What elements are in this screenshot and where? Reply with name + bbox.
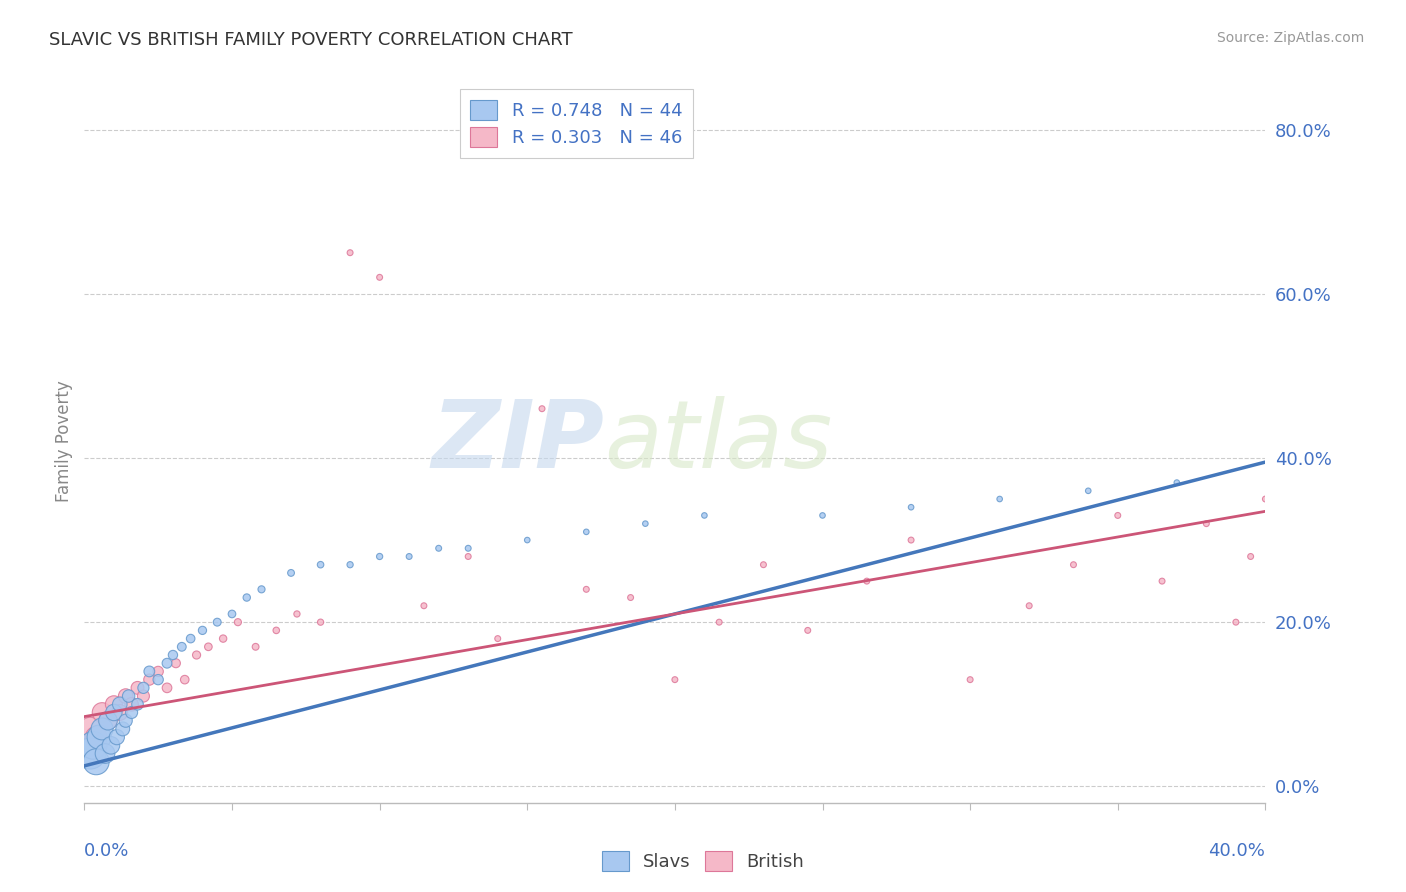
Point <box>1063 558 1085 572</box>
Point <box>1077 483 1099 498</box>
Point <box>900 533 922 547</box>
Point <box>531 401 554 416</box>
Y-axis label: Family Poverty: Family Poverty <box>55 381 73 502</box>
Point <box>339 558 361 572</box>
Point <box>1018 599 1040 613</box>
Point <box>309 558 332 572</box>
Point <box>457 541 479 556</box>
Text: Source: ZipAtlas.com: Source: ZipAtlas.com <box>1216 31 1364 45</box>
Point <box>368 549 391 564</box>
Point <box>156 657 179 671</box>
Point <box>709 615 731 630</box>
Point <box>165 657 187 671</box>
Point <box>197 640 219 654</box>
Point <box>900 500 922 515</box>
Point <box>127 681 149 695</box>
Point <box>457 549 479 564</box>
Point <box>170 640 193 654</box>
Point <box>516 533 538 547</box>
Point <box>105 730 128 744</box>
Point <box>84 730 107 744</box>
Point <box>620 591 643 605</box>
Point <box>427 541 450 556</box>
Point <box>413 599 436 613</box>
Point <box>79 747 101 761</box>
Point <box>339 245 361 260</box>
Text: atlas: atlas <box>605 396 832 487</box>
Point <box>207 615 229 630</box>
Point <box>212 632 235 646</box>
Point <box>148 673 170 687</box>
Point <box>575 582 598 597</box>
Point <box>575 524 598 539</box>
Point <box>79 722 101 736</box>
Text: SLAVIC VS BRITISH FAMILY POVERTY CORRELATION CHART: SLAVIC VS BRITISH FAMILY POVERTY CORRELA… <box>49 31 572 49</box>
Point <box>100 739 122 753</box>
Point <box>103 706 125 720</box>
Point <box>226 615 249 630</box>
Legend: R = 0.748   N = 44, R = 0.303   N = 46: R = 0.748 N = 44, R = 0.303 N = 46 <box>460 89 693 158</box>
Point <box>121 698 143 712</box>
Point <box>127 698 149 712</box>
Point <box>114 689 136 703</box>
Point <box>84 755 107 769</box>
Point <box>693 508 716 523</box>
Point <box>280 566 302 580</box>
Point <box>82 739 104 753</box>
Point <box>121 706 143 720</box>
Point <box>138 673 160 687</box>
Point <box>856 574 879 588</box>
Point <box>368 270 391 285</box>
Point <box>221 607 243 621</box>
Point <box>309 615 332 630</box>
Point <box>103 698 125 712</box>
Point <box>1254 491 1277 506</box>
Point <box>236 591 259 605</box>
Point <box>1107 508 1129 523</box>
Point <box>180 632 202 646</box>
Point <box>959 673 981 687</box>
Point <box>148 665 170 679</box>
Point <box>108 706 131 720</box>
Point <box>752 558 775 572</box>
Text: 40.0%: 40.0% <box>1209 842 1265 860</box>
Point <box>94 747 117 761</box>
Point <box>97 714 120 728</box>
Point <box>132 689 155 703</box>
Point <box>1240 549 1263 564</box>
Point <box>1150 574 1173 588</box>
Point <box>398 549 420 564</box>
Point <box>634 516 657 531</box>
Point <box>91 706 114 720</box>
Point <box>285 607 308 621</box>
Point <box>173 673 195 687</box>
Point <box>266 624 288 638</box>
Legend: Slavs, British: Slavs, British <box>595 844 811 879</box>
Point <box>138 665 160 679</box>
Text: 0.0%: 0.0% <box>84 842 129 860</box>
Point <box>162 648 184 662</box>
Point <box>97 714 120 728</box>
Point <box>797 624 820 638</box>
Point <box>118 689 141 703</box>
Point <box>108 698 131 712</box>
Point <box>156 681 179 695</box>
Point <box>91 722 114 736</box>
Point <box>250 582 273 597</box>
Point <box>664 673 686 687</box>
Point <box>811 508 834 523</box>
Point <box>245 640 267 654</box>
Point <box>191 624 214 638</box>
Point <box>87 730 111 744</box>
Text: ZIP: ZIP <box>432 395 605 488</box>
Point <box>132 681 155 695</box>
Point <box>988 491 1011 506</box>
Point <box>114 714 136 728</box>
Point <box>1195 516 1218 531</box>
Point <box>111 722 134 736</box>
Point <box>1225 615 1247 630</box>
Point <box>186 648 208 662</box>
Point <box>1166 475 1188 490</box>
Point <box>486 632 509 646</box>
